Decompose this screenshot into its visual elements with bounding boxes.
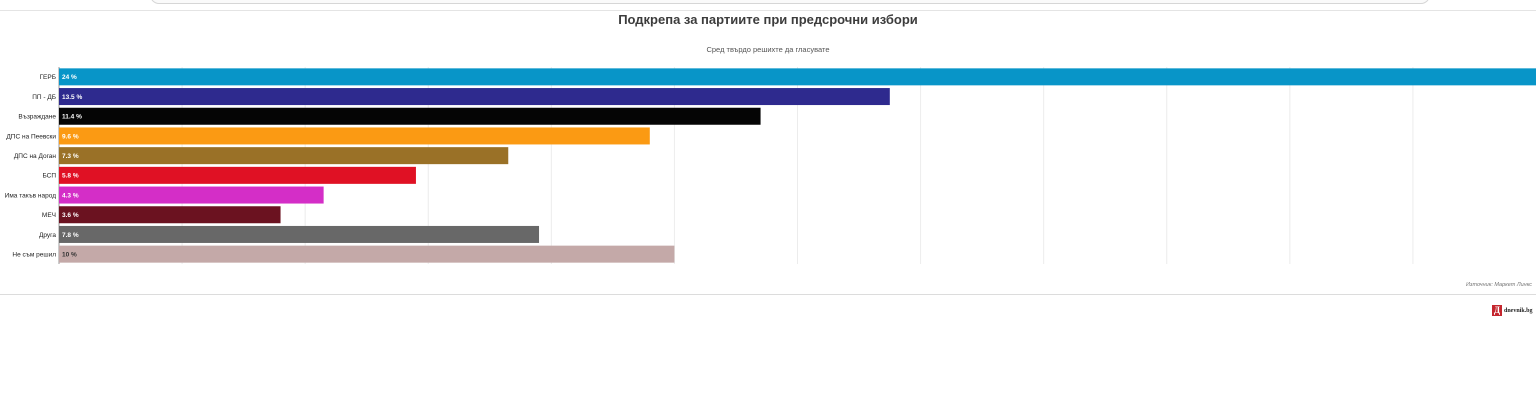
- top-frame: [0, 0, 1536, 11]
- value-label: 11.4 %: [62, 114, 82, 121]
- value-label: 13.5 %: [62, 94, 82, 101]
- value-label: 4.3 %: [62, 192, 79, 199]
- chart-title: Подкрепа за партиите при предсрочни избо…: [618, 12, 918, 27]
- bar[interactable]: [59, 166, 416, 184]
- category-label: МЕЧ: [42, 212, 56, 219]
- source-note: Източник: Маркет Линкс: [1465, 282, 1532, 288]
- bar[interactable]: [59, 186, 324, 204]
- bar[interactable]: [59, 245, 675, 263]
- brand-name: dnevnik.bg: [1504, 307, 1533, 314]
- category-label: БСП: [42, 173, 56, 180]
- bar[interactable]: [59, 88, 890, 106]
- category-label: Възраждане: [18, 114, 56, 121]
- category-label: Не съм решил: [12, 251, 56, 258]
- category-label: ДПС на Пеевски: [6, 133, 56, 140]
- brand-logo[interactable]: Д dnevnik.bg: [1492, 305, 1533, 316]
- divider: [0, 294, 1536, 295]
- brand-mark-icon: Д: [1492, 305, 1502, 316]
- bar[interactable]: [59, 206, 281, 224]
- category-label: ГЕРБ: [40, 74, 56, 81]
- bar[interactable]: [59, 147, 509, 165]
- value-label: 7.3 %: [62, 153, 79, 160]
- category-label: ДПС на Доган: [14, 153, 57, 160]
- value-label: 3.6 %: [62, 212, 79, 219]
- value-label: 7.8 %: [62, 232, 79, 239]
- value-label: 5.8 %: [62, 173, 79, 180]
- category-label: ПП - ДБ: [32, 94, 56, 101]
- bar[interactable]: [59, 68, 1536, 86]
- bar[interactable]: [59, 127, 650, 145]
- category-label: Има такъв народ: [5, 192, 57, 199]
- value-label: 9.6 %: [62, 133, 79, 140]
- bar[interactable]: [59, 107, 761, 125]
- bar-chart: ГЕРБ 24 % ПП - ДБ 13.5 % Възраждане 11.4 % ДПС…: [5, 67, 1536, 264]
- value-label: 24 %: [62, 74, 77, 81]
- bar[interactable]: [59, 225, 540, 243]
- value-label: 10 %: [62, 251, 77, 258]
- chart-subtitle: Сред твърдо решихте да гласувате: [706, 45, 830, 54]
- category-label: Друга: [39, 232, 56, 239]
